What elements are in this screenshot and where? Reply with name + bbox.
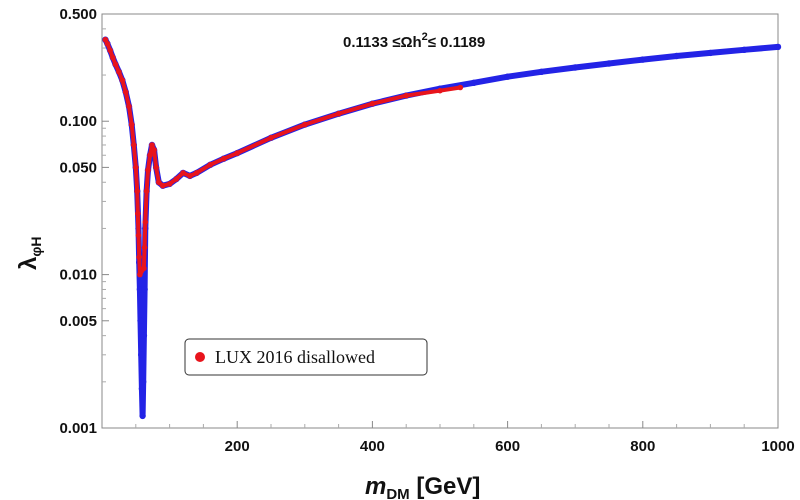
- data-point: [437, 87, 443, 94]
- data-point: [335, 110, 342, 117]
- data-point: [143, 188, 150, 194]
- data-point: [126, 103, 132, 110]
- data-point: [504, 73, 511, 80]
- legend-label: LUX 2016 disallowed: [215, 347, 375, 367]
- data-point: [139, 412, 146, 420]
- x-tick-label: 1000: [761, 438, 794, 455]
- data-point: [160, 182, 166, 189]
- data-point: [134, 188, 140, 194]
- y-axis-ticks: 0.001 0.005 0.010 0.050 0.100 0.500: [59, 6, 109, 437]
- data-point: [538, 68, 545, 76]
- data-point: [140, 378, 147, 385]
- series-lux-disallowed: [102, 36, 464, 278]
- data-point: [136, 254, 142, 260]
- data-point: [137, 271, 143, 278]
- data-point: [605, 60, 613, 67]
- data-point: [220, 155, 227, 162]
- relic-density-annotation: 0.1133 ≤Ωh2≤ 0.1189: [343, 31, 485, 51]
- annotation-suffix: ≤ 0.1189: [428, 34, 485, 51]
- y-axis-title: λφH: [15, 237, 44, 270]
- data-point: [141, 244, 148, 251]
- data-point: [122, 89, 129, 95]
- data-point: [147, 152, 153, 158]
- data-point: [136, 286, 144, 293]
- data-point: [116, 69, 122, 75]
- data-point: [268, 135, 274, 141]
- data-point: [639, 56, 646, 63]
- data-point: [138, 351, 145, 358]
- data-point: [234, 150, 240, 156]
- x-tick-label: 200: [225, 438, 250, 455]
- data-point: [140, 332, 148, 339]
- data-point: [166, 181, 173, 187]
- legend-marker: [195, 352, 205, 362]
- series-band: [103, 37, 463, 277]
- x-tick-label: 800: [630, 438, 655, 455]
- data-point: [151, 147, 157, 153]
- data-point: [142, 219, 149, 225]
- data-point: [110, 54, 116, 61]
- data-point: [104, 40, 111, 47]
- y-tick-label: 0.500: [59, 6, 97, 23]
- data-point: [153, 164, 159, 171]
- data-point: [107, 47, 113, 54]
- data-point: [180, 170, 186, 176]
- data-point: [207, 162, 213, 168]
- data-point: [173, 176, 180, 182]
- data-point: [135, 232, 142, 239]
- data-point: [707, 49, 714, 57]
- y-tick-label: 0.050: [59, 159, 97, 176]
- data-point: [470, 79, 477, 87]
- data-point: [572, 64, 579, 71]
- data-point: [302, 121, 308, 128]
- data-point: [156, 179, 162, 186]
- y-tick-label: 0.100: [59, 113, 97, 130]
- data-point: [187, 173, 193, 179]
- y-tick-label: 0.005: [59, 313, 97, 330]
- annotation-prefix: 0.1133 ≤Ωh: [343, 34, 422, 51]
- x-axis-title-unit: [GeV]: [410, 473, 481, 500]
- data-point: [741, 46, 748, 53]
- data-point: [369, 100, 376, 107]
- data-point: [774, 43, 782, 51]
- data-point: [137, 317, 144, 324]
- data-point: [193, 170, 200, 176]
- x-axis-title: mDM [GeV]: [365, 473, 480, 500]
- x-axis-ticks: 200 400 600 800 1000: [135, 421, 795, 455]
- y-tick-label: 0.001: [59, 420, 97, 437]
- data-point: [141, 265, 147, 272]
- data-point: [119, 77, 126, 83]
- y-axis-title-sub: φH: [28, 237, 44, 257]
- y-tick-label: 0.010: [59, 267, 97, 284]
- data-point: [135, 210, 141, 217]
- data-point: [112, 61, 119, 68]
- x-axis-title-sub: DM: [386, 486, 409, 500]
- annotation-sup: 2: [422, 31, 428, 43]
- data-point: [141, 286, 148, 293]
- data-point: [403, 92, 410, 99]
- x-tick-label: 400: [360, 438, 385, 455]
- data-point: [131, 142, 137, 148]
- legend: LUX 2016 disallowed: [184, 338, 428, 376]
- data-point: [145, 167, 151, 173]
- data-point: [673, 52, 680, 60]
- x-axis-title-main: m: [365, 473, 386, 500]
- data-point: [457, 84, 464, 91]
- data-point: [138, 385, 146, 392]
- data-point: [128, 121, 135, 128]
- series-layer: [102, 36, 782, 420]
- x-tick-label: 600: [495, 438, 520, 455]
- data-point: [149, 142, 155, 148]
- data-point: [133, 164, 139, 171]
- y-axis-title-main: λ: [15, 257, 42, 270]
- legend-box: [184, 338, 428, 376]
